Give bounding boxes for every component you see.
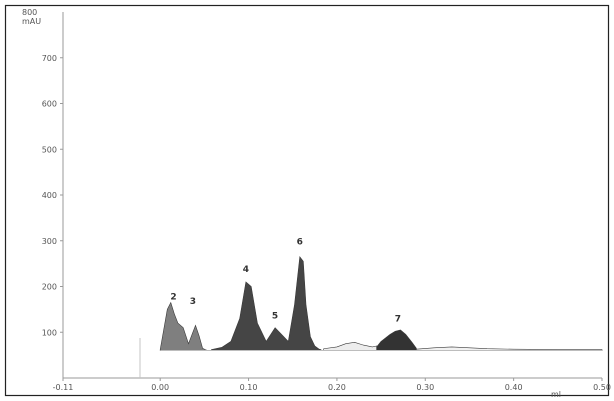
y-tick-label-600: 600: [42, 100, 57, 109]
peak-label-6: 6: [297, 237, 303, 247]
y-top-label: 800: [22, 8, 37, 17]
chart-border: [4, 4, 610, 397]
y-tick-label-700: 700: [42, 54, 57, 63]
peak-label-4: 4: [243, 265, 249, 275]
peak-label-2: 2: [170, 292, 176, 302]
x-tick-label-0.30: 0.30: [416, 383, 434, 392]
y-ticks: 700 600 500 400 300 200 100: [42, 54, 63, 337]
x-tick-label-0.10: 0.10: [240, 383, 258, 392]
series-area-4: [376, 329, 417, 351]
x-tick-label-0.00: 0.00: [151, 383, 169, 392]
series-area-3: [323, 341, 377, 351]
y-tick-label-100: 100: [42, 328, 57, 337]
series-area-5: [416, 346, 603, 351]
plot-area: 700 600 500 400 300 200 100 -0.11 0.00 0.10 0.20 0…: [22, 8, 611, 399]
y-tick-label-200: 200: [42, 283, 57, 292]
x-tick-label-0.40: 0.40: [505, 383, 523, 392]
series-area-1: [159, 301, 209, 351]
peak-label-5: 5: [272, 312, 278, 322]
x-tick-label-0.20: 0.20: [328, 383, 346, 392]
series-layer: [159, 256, 603, 351]
x-end-label: ml: [551, 390, 561, 399]
peak-label-7: 7: [395, 314, 401, 324]
y-tick-label-400: 400: [42, 191, 57, 200]
y-unit-label: mAU: [22, 17, 41, 26]
x-tick-label--0.11: -0.11: [53, 383, 74, 392]
x-tick-label-0.50: 0.50: [593, 383, 611, 392]
y-tick-label-300: 300: [42, 237, 57, 246]
x-ticks: -0.11 0.00 0.10 0.20 0.30 0.40 0.50: [53, 378, 611, 392]
peak-labels: 2 3 4 5 6 7: [170, 237, 401, 324]
y-tick-label-500: 500: [42, 145, 57, 154]
series-area-2: [211, 256, 322, 351]
peak-label-3: 3: [190, 297, 196, 307]
